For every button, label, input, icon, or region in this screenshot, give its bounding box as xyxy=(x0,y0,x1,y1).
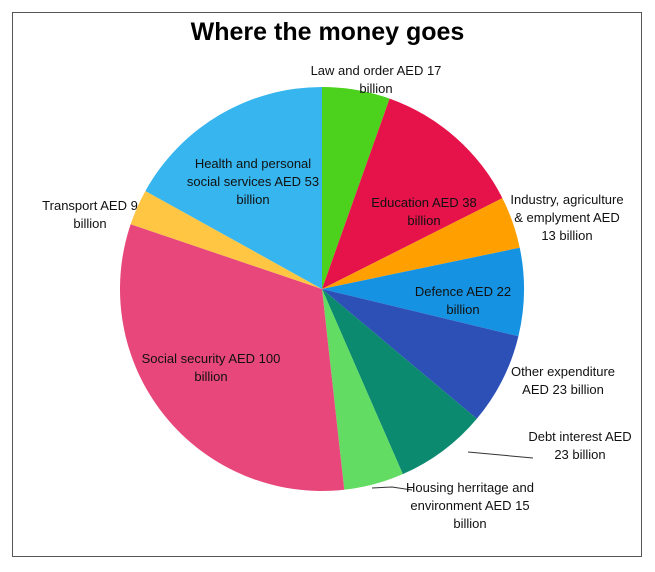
category-label: Defence xyxy=(414,284,464,299)
value-label: AED 100 billion xyxy=(194,351,281,384)
pie-slice xyxy=(322,198,520,289)
category-label: Housing herritage and environment xyxy=(406,480,534,513)
value-label: AED 13 billion xyxy=(541,210,620,243)
category-label: Social security xyxy=(141,351,226,366)
value-label: AED 22 billion xyxy=(446,284,512,317)
pie-slice xyxy=(322,247,524,337)
slice-label: Industry, agriculture & emplyment AED 13… xyxy=(507,191,627,245)
category-label: Industry, agriculture & emplyment xyxy=(510,192,624,225)
slice-label: Social security AED 100 billion xyxy=(136,350,286,386)
slice-label: Education AED 38 billion xyxy=(359,194,489,230)
leader-line xyxy=(467,451,534,459)
value-label: AED 23 billion xyxy=(522,382,604,397)
pie-slice xyxy=(322,289,403,490)
value-label: AED 23 billion xyxy=(554,429,632,462)
category-label: Transport xyxy=(42,198,98,213)
value-label: AED 38 billion xyxy=(407,195,477,228)
category-label: Law and order xyxy=(310,63,394,78)
slice-label: Other expenditure AED 23 billion xyxy=(506,363,621,399)
slice-label: Defence AED 22 billion xyxy=(398,283,528,319)
pie-slice xyxy=(322,289,477,475)
slice-label: Health and personal social services AED … xyxy=(183,155,323,209)
value-label: AED 17 billion xyxy=(359,63,442,96)
frame xyxy=(12,12,642,557)
slice-label: Housing herritage and environment AED 15… xyxy=(400,479,540,533)
slice-label: Debt interest AED 23 billion xyxy=(525,428,635,464)
pie-slice xyxy=(322,87,390,289)
category-label: Other expenditure xyxy=(510,364,616,379)
category-label: Education xyxy=(371,195,430,210)
pie-slice xyxy=(130,190,322,289)
value-label: AED 53 billion xyxy=(236,174,320,207)
pie-slice xyxy=(322,98,503,290)
pie-slice xyxy=(145,87,322,289)
category-label: Health and personal social services xyxy=(186,156,312,189)
category-label: Debt interest xyxy=(528,429,603,444)
value-label: AED 15 billion xyxy=(453,498,530,531)
leader-line xyxy=(371,486,413,491)
slice-label: Law and order AED 17 billion xyxy=(301,62,451,98)
pie-slice xyxy=(322,289,519,419)
value-label: AED 9 billion xyxy=(73,198,138,231)
chart-title: Where the money goes xyxy=(190,18,465,46)
pie-slice xyxy=(119,224,345,491)
slice-label: Transport AED 9 billion xyxy=(30,197,150,233)
